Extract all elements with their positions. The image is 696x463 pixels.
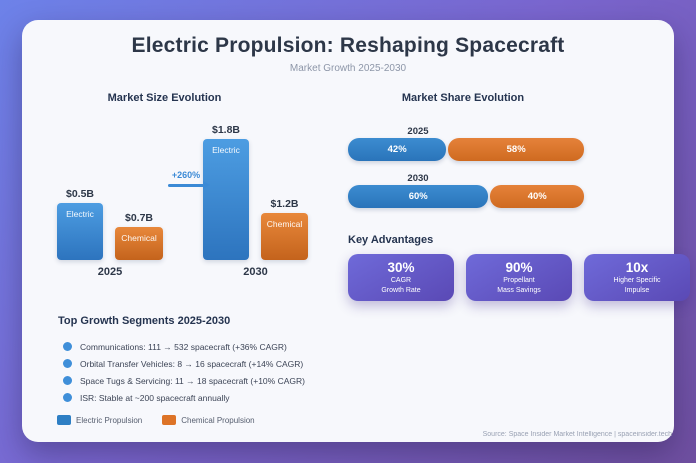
advantage-value: 10x xyxy=(625,259,649,275)
bar-chemical-2025: Chemical xyxy=(115,227,163,260)
share-segment-chemical-2025: 58% xyxy=(448,138,584,161)
bar-label: Electric xyxy=(66,209,94,219)
list-item: Communications: 111 → 532 spacecraft (+3… xyxy=(63,338,305,355)
bullet-icon xyxy=(63,376,72,385)
bar-value-chemical-2030: $1.2B xyxy=(270,198,299,210)
share-year-2025: 2025 xyxy=(407,126,429,137)
bar-electric-2030: Electric xyxy=(203,139,249,260)
electric-swatch-icon xyxy=(57,415,71,425)
bar-label: Electric xyxy=(212,145,240,155)
bar-label: Chemical xyxy=(121,233,157,243)
chemical-swatch-icon xyxy=(162,415,177,425)
bar-value-electric-2030: $1.8B xyxy=(211,124,241,136)
size-chart-year-2030: 2030 xyxy=(243,266,268,278)
market-share-heading: Market Share Evolution xyxy=(401,92,525,104)
bar-value-electric-2025: $0.5B xyxy=(65,188,95,200)
advantage-line1: CAGR xyxy=(390,277,412,285)
bar-value-chemical-2025: $0.7B xyxy=(124,212,154,224)
legend-label: Electric Propulsion xyxy=(76,415,143,425)
share-segment-electric-2030: 60% xyxy=(348,185,489,208)
advantage-card-impulse: 10x Higher Specific Impulse xyxy=(584,254,690,301)
growth-percent-label: +260% xyxy=(171,170,201,180)
segment-text: Orbital Transfer Vehicles: 8 → 16 spacec… xyxy=(80,358,304,369)
segment-text: Communications: 111 → 532 spacecraft (+3… xyxy=(80,341,287,352)
bullet-icon xyxy=(63,393,72,402)
bullet-icon xyxy=(63,359,72,368)
advantage-line1: Higher Specific xyxy=(613,277,661,285)
advantage-value: 30% xyxy=(387,259,415,275)
share-segment-chemical-2030: 40% xyxy=(490,185,584,208)
list-item: Space Tugs & Servicing: 11 → 18 spacecra… xyxy=(63,372,305,389)
chart-legend: Electric Propulsion Chemical Propulsion xyxy=(57,415,255,425)
bar-chemical-2030: Chemical xyxy=(261,213,308,260)
legend-label: Chemical Propulsion xyxy=(181,415,255,425)
growth-segments-list: Communications: 111 → 532 spacecraft (+3… xyxy=(63,338,305,406)
segment-text: Space Tugs & Servicing: 11 → 18 spacecra… xyxy=(80,375,305,386)
list-item: Orbital Transfer Vehicles: 8 → 16 spacec… xyxy=(63,355,305,372)
segment-text: ISR: Stable at ~200 spacecraft annually xyxy=(80,392,230,403)
key-advantages-heading: Key Advantages xyxy=(348,234,434,246)
bar-electric-2025: Electric xyxy=(57,203,103,260)
page-title: Electric Propulsion: Reshaping Spacecraf… xyxy=(131,34,565,57)
advantage-line1: Propellant xyxy=(503,277,535,285)
share-segment-electric-2025: 42% xyxy=(348,138,447,161)
page-subtitle: Market Growth 2025-2030 xyxy=(289,63,407,74)
market-size-heading: Market Size Evolution xyxy=(107,92,222,104)
legend-entry-chemical: Chemical Propulsion xyxy=(162,415,255,425)
source-attribution: Source: Space Insider Market Intelligenc… xyxy=(482,431,672,438)
legend-entry-electric: Electric Propulsion xyxy=(57,415,142,425)
advantage-value: 90% xyxy=(505,259,533,275)
share-bar-2025: 42% 58% xyxy=(348,138,584,161)
advantage-card-cagr: 30% CAGR Growth Rate xyxy=(348,254,454,301)
size-chart-year-2025: 2025 xyxy=(97,266,123,278)
advantage-cards: 30% CAGR Growth Rate 90% Propellant Mass… xyxy=(348,254,690,301)
right-arrow-icon xyxy=(168,181,210,188)
growth-segments-heading: Top Growth Segments 2025-2030 xyxy=(58,315,231,327)
growth-annotation: +260% xyxy=(164,170,210,188)
share-bar-2030: 60% 40% xyxy=(348,185,584,208)
share-year-2030: 2030 xyxy=(407,173,429,184)
infographic-panel: Electric Propulsion: Reshaping Spacecraf… xyxy=(22,20,690,442)
advantage-card-propellant: 90% Propellant Mass Savings xyxy=(466,254,572,301)
bar-label: Chemical xyxy=(266,219,303,229)
list-item: ISR: Stable at ~200 spacecraft annually xyxy=(63,389,305,406)
bullet-icon xyxy=(63,342,72,351)
advantage-line2: Growth Rate xyxy=(381,286,421,294)
advantage-line2: Impulse xyxy=(624,286,650,294)
advantage-line2: Mass Savings xyxy=(497,286,541,294)
